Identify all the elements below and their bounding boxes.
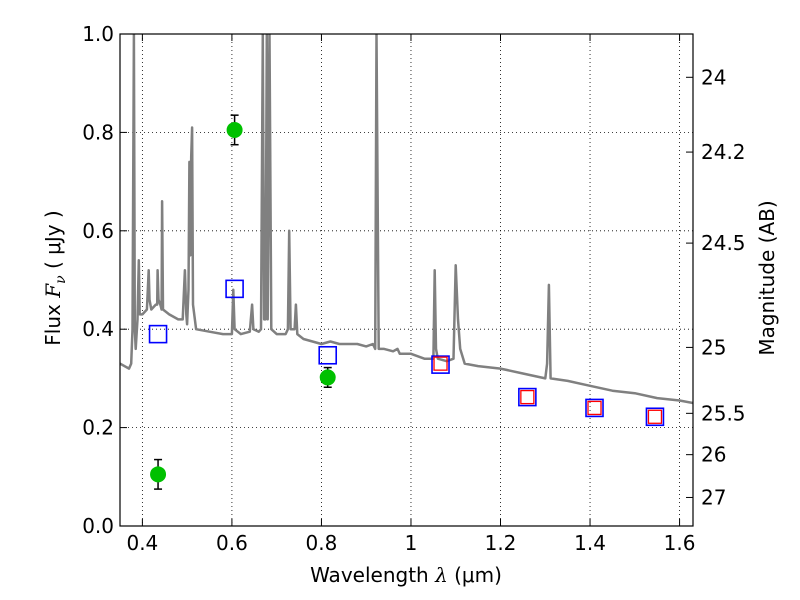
- x-tick-label: 0.4: [126, 531, 158, 555]
- observed-point: [226, 121, 243, 138]
- right-tick-label: 25.5: [701, 401, 746, 425]
- spectrum-line: [120, 34, 693, 405]
- y-axis-label-unit: ( μJy ): [41, 210, 65, 269]
- x-tick-label: 1.6: [664, 531, 696, 555]
- x-tick-label: 1.4: [574, 531, 606, 555]
- x-tick-label: 0.8: [306, 531, 338, 555]
- y-tick-label: 0.8: [82, 120, 114, 144]
- model-square-blue: [585, 398, 604, 418]
- model-square-blue: [148, 324, 168, 344]
- right-tick-label: 26: [701, 443, 726, 467]
- x-tick-label: 1: [405, 531, 418, 555]
- y-tick-label: 0.2: [82, 416, 114, 440]
- observed-point: [319, 369, 336, 386]
- y-tick-label: 0.6: [82, 219, 114, 243]
- x-axis-label-symbol: λ: [434, 563, 448, 587]
- model-square-blue: [645, 407, 665, 427]
- model-square-red: [520, 389, 535, 405]
- model-square-blue: [431, 355, 450, 374]
- y-axis-label-subscript: ν: [53, 275, 69, 284]
- model-square-blue: [225, 279, 244, 299]
- right-tick-label: 27: [701, 485, 726, 509]
- observed-point: [150, 466, 167, 483]
- y-tick-label: 0.0: [82, 514, 114, 538]
- right-axis-label: Magnitude (AB): [755, 200, 779, 355]
- right-tick-label: 24.2: [701, 140, 746, 164]
- model-square-red: [587, 400, 602, 416]
- plot-frame: [119, 33, 694, 527]
- right-tick-label: 24.5: [701, 231, 746, 255]
- y-axis-label: Flux Fν ( μJy ): [41, 210, 69, 345]
- model-square-blue: [518, 387, 537, 407]
- plot-area: [120, 34, 693, 490]
- x-axis-label: Wavelength λ (μm): [310, 563, 502, 587]
- x-tick-label: 0.6: [216, 531, 248, 555]
- y-tick-label: 1.0: [82, 22, 114, 46]
- y-axis-label-symbol: F: [41, 283, 65, 299]
- model-square-blue: [318, 345, 338, 365]
- model-square-red: [433, 356, 448, 371]
- x-tick-label: 1.2: [485, 531, 517, 555]
- x-axis-label-unit: (μm): [454, 563, 502, 587]
- model-square-red: [647, 409, 663, 424]
- right-tick-label: 25: [701, 335, 726, 359]
- grid-lines: [120, 33, 693, 527]
- axis-ticks: 0.4 0.6 0.8 1 1.2 1.4 1.6 0.0 0.2 0.4 0.6 0.8 1.0 24 2…: [82, 22, 745, 555]
- right-tick-label: 24: [701, 65, 726, 89]
- y-tick-label: 0.4: [82, 317, 114, 341]
